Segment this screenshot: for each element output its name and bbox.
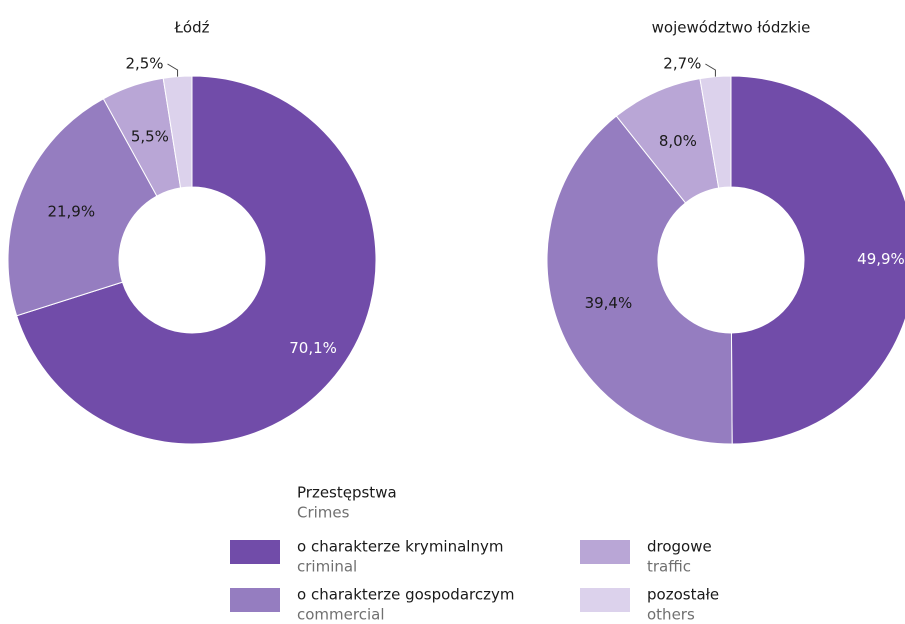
- chart-title: województwo łódzkie: [652, 19, 811, 37]
- legend-title: Przestępstwa: [297, 484, 397, 502]
- legend-label-en: criminal: [297, 558, 357, 576]
- legend-swatch: [580, 588, 630, 612]
- legend-label: drogowe: [647, 538, 712, 556]
- legend-subtitle: Crimes: [297, 504, 350, 522]
- value-label: 49,9%: [857, 250, 905, 268]
- legend-label: o charakterze kryminalnym: [297, 538, 503, 556]
- donut-segment: [546, 115, 733, 445]
- value-label: 5,5%: [131, 128, 169, 146]
- leader-line: [705, 63, 716, 77]
- legend-swatch: [230, 540, 280, 564]
- donut-segment: [162, 75, 193, 189]
- value-label: 39,4%: [585, 294, 633, 312]
- value-label: 70,1%: [289, 339, 337, 357]
- donut-segment: [730, 75, 905, 445]
- donut-segment: [7, 98, 158, 317]
- legend-swatch: [230, 588, 280, 612]
- donut-segment: [16, 75, 377, 445]
- value-label: 2,5%: [125, 55, 163, 73]
- legend-label-en: others: [647, 606, 695, 624]
- legend-label: o charakterze gospodarczym: [297, 586, 514, 604]
- legend-label-en: commercial: [297, 606, 385, 624]
- value-label: 8,0%: [659, 132, 697, 150]
- legend-swatch: [580, 540, 630, 564]
- legend-label-en: traffic: [647, 558, 691, 576]
- chart-title: Łódź: [173, 19, 209, 37]
- legend-label: pozostałe: [647, 586, 719, 604]
- donut-segment: [699, 75, 732, 189]
- leader-line: [167, 63, 179, 77]
- value-label: 2,7%: [663, 55, 701, 73]
- value-label: 21,9%: [47, 202, 95, 220]
